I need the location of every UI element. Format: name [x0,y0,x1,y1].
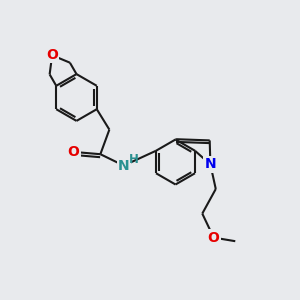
Text: O: O [208,231,220,244]
Text: N: N [205,158,216,171]
Text: N: N [118,159,130,172]
Text: H: H [129,152,139,166]
Text: O: O [68,145,80,159]
Text: O: O [46,48,58,62]
